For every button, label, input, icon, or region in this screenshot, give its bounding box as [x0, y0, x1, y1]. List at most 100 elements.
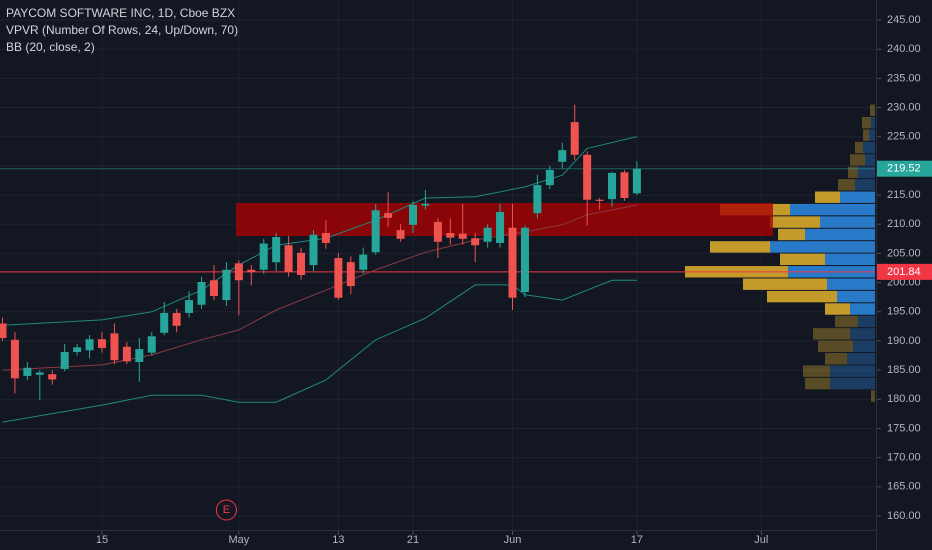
candle-body	[110, 333, 119, 361]
profile-up	[820, 216, 875, 228]
profile-down	[871, 390, 875, 402]
candle-body	[620, 172, 629, 198]
candle-body	[446, 232, 455, 238]
candle-body	[0, 323, 7, 339]
candle-body	[197, 282, 206, 305]
event-marker-label: E	[223, 504, 230, 516]
candle-body	[309, 234, 318, 266]
indicator-label: BB (20, close, 2)	[6, 40, 95, 54]
candle-body	[458, 233, 467, 239]
profile-up	[858, 166, 875, 179]
bb-line	[2, 279, 637, 423]
profile-up	[830, 365, 875, 377]
profile-down	[805, 377, 830, 390]
event-marker	[215, 499, 237, 521]
candle-body	[185, 300, 194, 313]
x-tick-label: 17	[631, 534, 643, 546]
candle-body	[135, 349, 144, 362]
candle-body	[222, 269, 231, 301]
profile-down	[743, 278, 827, 290]
candles	[0, 104, 641, 400]
candle-body	[172, 312, 181, 326]
price-label-box	[877, 160, 932, 177]
candle-body	[259, 243, 268, 270]
profile-up	[830, 377, 875, 390]
y-tick-label: 180.00	[887, 393, 921, 405]
profile-up	[840, 191, 875, 203]
candle-body	[396, 230, 405, 239]
profile-up	[865, 154, 875, 166]
profile-up	[850, 303, 875, 315]
y-tick-label: 245.00	[887, 14, 921, 26]
candle-body	[533, 185, 542, 214]
y-tick-label: 225.00	[887, 131, 921, 143]
profile-down	[855, 141, 863, 154]
profile-down	[825, 353, 847, 365]
profile-down	[838, 179, 855, 191]
profile-down	[850, 154, 865, 166]
candle-body	[508, 227, 517, 298]
y-tick-label: 240.00	[887, 43, 921, 55]
profile-down	[818, 340, 853, 353]
candle-body	[346, 262, 355, 287]
x-tick-label: Jul	[754, 534, 768, 546]
y-tick-label: 235.00	[887, 72, 921, 84]
candle-body	[632, 168, 641, 194]
candle-body	[147, 336, 156, 353]
profile-up	[790, 203, 875, 216]
profile-up	[871, 116, 875, 129]
profile-up	[858, 315, 875, 328]
profile-down	[870, 104, 875, 116]
y-tick-label: 185.00	[887, 364, 921, 376]
profile-down	[770, 216, 820, 228]
profile-down	[863, 129, 869, 141]
y-tick-label: 215.00	[887, 189, 921, 201]
candle-body	[558, 150, 567, 162]
candle-body	[433, 221, 442, 242]
candle-body	[471, 238, 480, 246]
candle-body	[85, 339, 94, 351]
profile-down	[803, 365, 830, 377]
price-label: 219.52	[887, 163, 921, 175]
candle-body	[421, 203, 430, 206]
profile-down	[813, 328, 850, 340]
bb-line	[2, 136, 638, 326]
profile-up	[770, 241, 875, 253]
candle-body	[10, 339, 19, 379]
candle-body	[284, 245, 293, 273]
profile-up	[847, 353, 875, 365]
profile-down	[815, 191, 840, 203]
candle-body	[160, 312, 169, 333]
candle-body	[371, 210, 380, 253]
profile-up	[869, 129, 875, 141]
profile-up	[855, 179, 875, 191]
candle-body	[98, 339, 107, 348]
candle-body	[608, 172, 617, 200]
candle-body	[583, 154, 592, 200]
candle-body	[60, 352, 69, 369]
drawn-zone	[236, 203, 773, 236]
candle-body	[321, 232, 330, 243]
x-tick-label: 13	[332, 534, 344, 546]
candle-body	[48, 374, 57, 380]
profile-down	[862, 116, 871, 129]
profile-up	[827, 278, 875, 290]
profile-down	[710, 241, 770, 253]
candle-body	[359, 254, 368, 270]
profile-up	[837, 290, 875, 303]
y-tick-label: 190.00	[887, 335, 921, 347]
candle-body	[247, 269, 256, 273]
candle-body	[122, 346, 131, 362]
candle-body	[334, 258, 343, 298]
candle-body	[483, 227, 492, 242]
candle-body	[23, 367, 32, 376]
candle-body	[545, 169, 554, 186]
x-tick-label: May	[228, 534, 249, 546]
y-tick-label: 175.00	[887, 422, 921, 434]
x-tick-label: 21	[407, 534, 419, 546]
profile-down	[825, 303, 850, 315]
y-tick-label: 170.00	[887, 452, 921, 464]
x-tick-label: Jun	[504, 534, 522, 546]
